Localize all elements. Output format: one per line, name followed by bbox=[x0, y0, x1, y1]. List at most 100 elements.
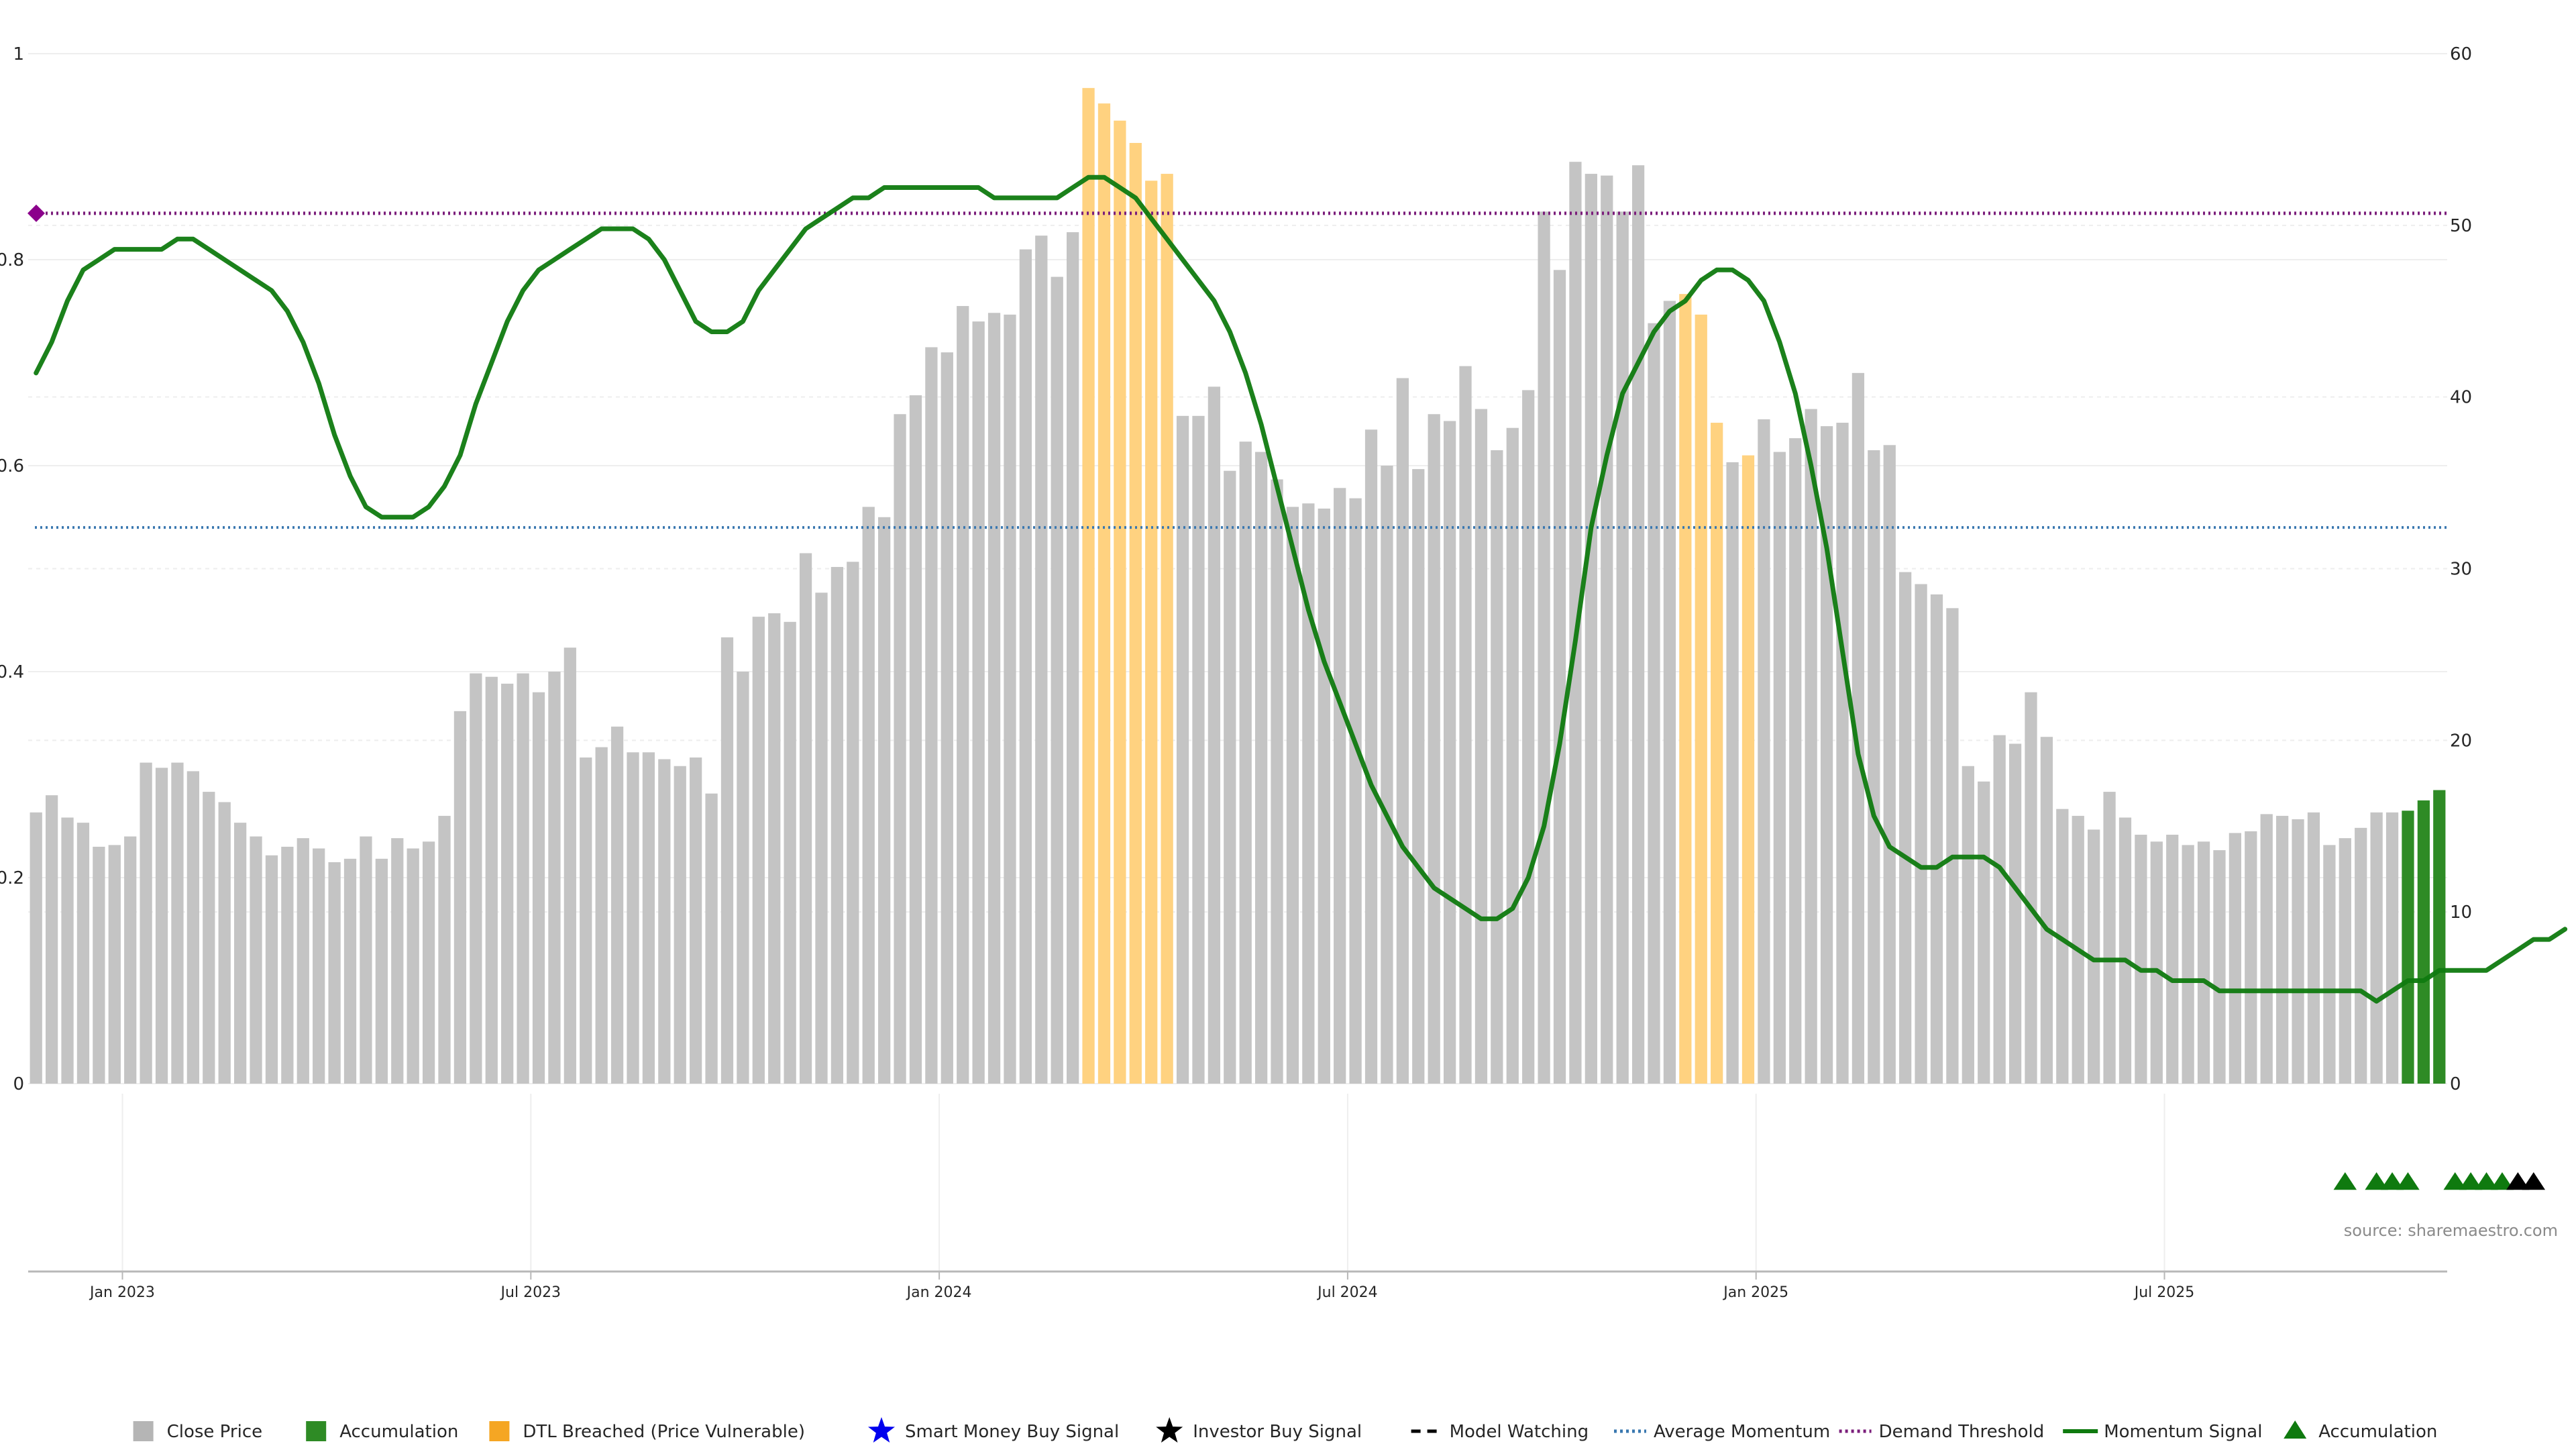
bar-close-price bbox=[1899, 572, 1912, 1084]
legend-item: Demand Threshold bbox=[1839, 1422, 2044, 1442]
bar-close-price bbox=[1993, 735, 2006, 1084]
y-right-tick-label: 60 bbox=[2450, 44, 2472, 64]
bar-close-price bbox=[171, 762, 184, 1084]
legend-label: Accumulation bbox=[339, 1422, 458, 1442]
y-right-tick-label: 10 bbox=[2450, 902, 2472, 923]
bar-close-price bbox=[2008, 743, 2022, 1084]
bar-close-price bbox=[218, 802, 231, 1084]
bar-accumulation bbox=[2402, 811, 2414, 1084]
bar-close-price bbox=[1318, 508, 1330, 1084]
bar-close-price bbox=[1962, 766, 1974, 1084]
bar-close-price bbox=[485, 676, 498, 1084]
star-icon bbox=[1156, 1417, 1183, 1443]
bar-close-price bbox=[155, 768, 168, 1084]
y-left-tick-label: 0.4 bbox=[0, 662, 24, 682]
bar-close-price bbox=[2245, 831, 2257, 1084]
bar-close-price bbox=[1663, 301, 1676, 1084]
accumulation-marker bbox=[2396, 1172, 2420, 1190]
bar-close-price bbox=[250, 836, 262, 1084]
bar-close-price bbox=[313, 848, 325, 1084]
bar-close-price bbox=[1443, 421, 1456, 1084]
momentum-signal-line bbox=[34, 174, 2568, 1004]
bar-close-price bbox=[627, 752, 639, 1084]
bar-dtl-breached bbox=[1082, 88, 1095, 1084]
bar-close-price bbox=[2118, 817, 2132, 1084]
markers-layer bbox=[2333, 1172, 2546, 1190]
y-left-tick-label: 0 bbox=[13, 1074, 24, 1094]
bar-close-price bbox=[2213, 850, 2226, 1084]
bar-close-price bbox=[1428, 414, 1440, 1084]
bar-close-price bbox=[909, 395, 922, 1084]
legend-label: DTL Breached (Price Vulnerable) bbox=[523, 1422, 805, 1442]
bar-close-price bbox=[1789, 438, 1802, 1084]
bar-close-price bbox=[768, 613, 781, 1084]
legend-label: Investor Buy Signal bbox=[1193, 1422, 1362, 1442]
bar-close-price bbox=[1286, 507, 1299, 1084]
x-tick-label: Jul 2023 bbox=[500, 1284, 561, 1301]
bar-close-price bbox=[1851, 372, 1865, 1084]
bar-close-price bbox=[752, 617, 765, 1084]
bar-close-price bbox=[470, 673, 482, 1084]
bar-close-price bbox=[674, 766, 686, 1084]
bar-dtl-breached bbox=[1097, 103, 1111, 1084]
bar-close-price bbox=[610, 726, 624, 1084]
y-left-tick-label: 1 bbox=[13, 44, 24, 64]
bar-close-price bbox=[830, 566, 844, 1084]
accumulation-marker bbox=[2380, 1172, 2404, 1190]
bar-close-price bbox=[1364, 429, 1378, 1084]
bar-dtl-breached bbox=[1679, 294, 1692, 1084]
bar-close-price bbox=[580, 757, 592, 1084]
legend-item: Model Watching bbox=[1411, 1422, 1589, 1442]
bar-close-price bbox=[1553, 270, 1566, 1084]
bar-close-price bbox=[233, 823, 247, 1084]
bar-close-price bbox=[501, 683, 514, 1084]
bar-close-price bbox=[1883, 445, 1896, 1084]
bar-dtl-breached bbox=[1711, 423, 1723, 1084]
x-tick-label: Jul 2024 bbox=[1316, 1284, 1378, 1301]
bar-dtl-breached bbox=[1114, 120, 1126, 1084]
legend-item: Accumulation bbox=[2284, 1420, 2437, 1442]
bar-close-price bbox=[1930, 594, 1943, 1084]
legend-item: Momentum Signal bbox=[2063, 1422, 2262, 1442]
bar-close-price bbox=[1349, 498, 1362, 1084]
bar-close-price bbox=[1978, 781, 1990, 1084]
y-right-tick-label: 40 bbox=[2450, 388, 2472, 408]
bar-close-price bbox=[642, 752, 655, 1084]
bar-close-price bbox=[375, 858, 388, 1084]
bar-close-price bbox=[407, 848, 419, 1084]
bar-close-price bbox=[45, 795, 58, 1084]
legend-label: Smart Money Buy Signal bbox=[905, 1422, 1119, 1442]
bar-close-price bbox=[1334, 488, 1346, 1084]
bar-close-price bbox=[203, 792, 215, 1084]
bar-close-price bbox=[1773, 452, 1786, 1084]
bar-close-price bbox=[76, 823, 90, 1084]
bar-close-price bbox=[1254, 452, 1268, 1084]
bar-close-price bbox=[2307, 812, 2320, 1084]
bar-close-price bbox=[281, 846, 294, 1084]
bar-close-price bbox=[1758, 419, 1770, 1084]
bar-close-price bbox=[297, 838, 309, 1084]
bar-close-price bbox=[1019, 249, 1032, 1084]
bar-close-price bbox=[1868, 450, 1880, 1084]
square-icon bbox=[133, 1421, 154, 1441]
bar-close-price bbox=[2276, 815, 2289, 1084]
bar-close-price bbox=[1585, 174, 1597, 1084]
bar-close-price bbox=[2260, 814, 2273, 1084]
legend-item: DTL Breached (Price Vulnerable) bbox=[489, 1421, 805, 1442]
y-right-tick-label: 20 bbox=[2450, 731, 2472, 751]
bar-close-price bbox=[93, 846, 105, 1084]
bar-close-price bbox=[438, 815, 451, 1084]
legend-item: Investor Buy Signal bbox=[1156, 1417, 1362, 1443]
bar-close-price bbox=[30, 812, 42, 1084]
bar-close-price bbox=[453, 711, 467, 1084]
bar-close-price bbox=[925, 347, 938, 1084]
bar-close-price bbox=[1381, 466, 1393, 1084]
bar-close-price bbox=[815, 592, 828, 1084]
bar-close-price bbox=[1224, 470, 1236, 1084]
bar-close-price bbox=[360, 836, 372, 1084]
x-tick-label: Jan 2023 bbox=[89, 1284, 155, 1301]
bar-dtl-breached bbox=[1145, 180, 1158, 1084]
bar-close-price bbox=[564, 647, 576, 1084]
bar-close-price bbox=[847, 562, 859, 1084]
